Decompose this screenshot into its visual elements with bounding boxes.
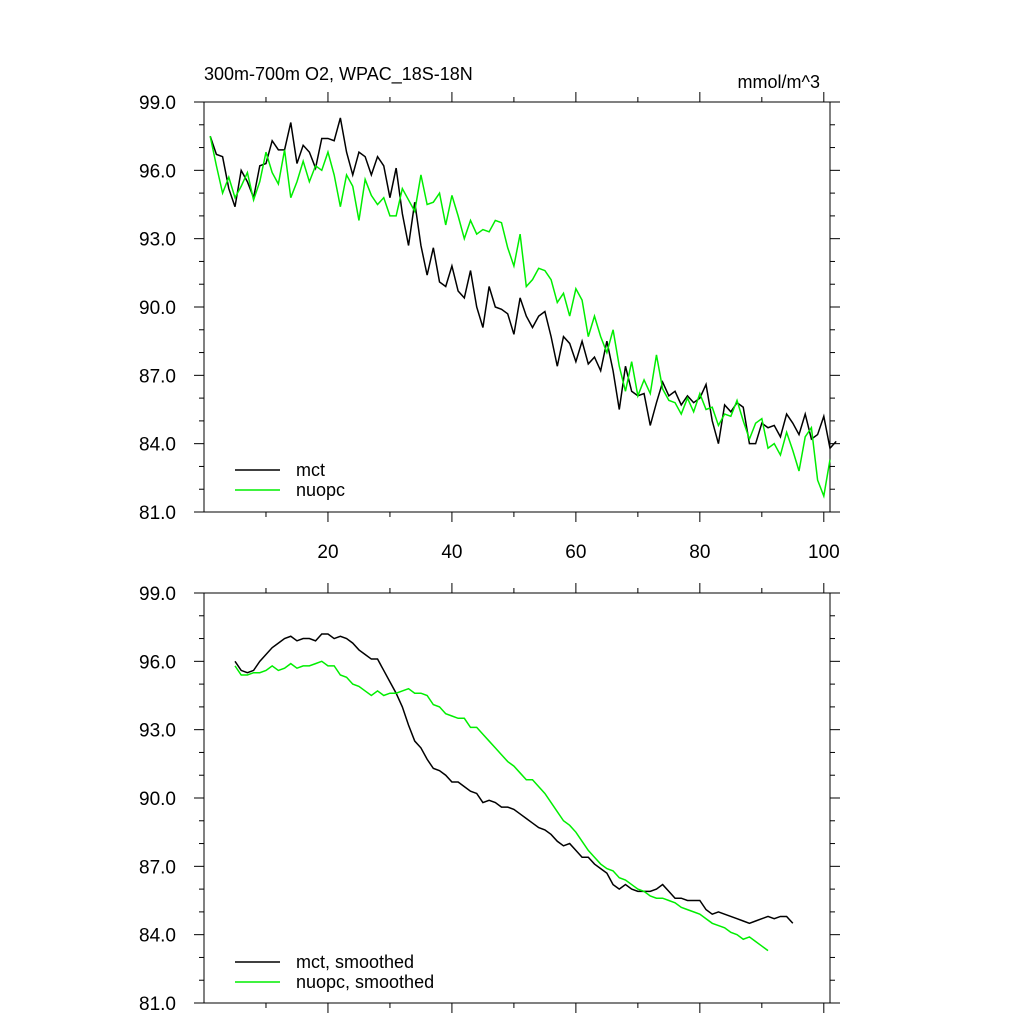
y-tick-label: 84.0	[139, 926, 176, 947]
y-tick-label: 87.0	[139, 366, 176, 387]
y-tick-label: 90.0	[139, 789, 176, 810]
y-tick-label: 84.0	[139, 435, 176, 456]
top-panel: 300m-700m O2, WPAC_18S-18N mmol/m^3 99.0…	[139, 64, 840, 563]
y-tick-label: 87.0	[139, 857, 176, 878]
bottom-axis-ticks	[194, 583, 840, 1013]
x-tick-label: 40	[441, 542, 462, 563]
bottom-y-tick-labels: 99.0 96.0 93.0 90.0 87.0 84.0 81.0	[139, 584, 176, 1015]
series-line-mct	[209, 117, 837, 450]
legend-label-nuopc: nuopc	[296, 480, 345, 500]
legend-label-mct-smoothed: mct, smoothed	[296, 952, 414, 972]
y-tick-label: 81.0	[139, 503, 176, 524]
legend-label-nuopc-smoothed: nuopc, smoothed	[296, 972, 434, 992]
series-line-nuopc	[209, 136, 831, 499]
top-chart-units: mmol/m^3	[738, 72, 820, 92]
y-tick-label: 93.0	[139, 721, 176, 742]
x-tick-label: 80	[689, 542, 710, 563]
x-tick-label: 60	[565, 542, 586, 563]
top-legend: mct nuopc	[235, 460, 345, 500]
top-axis-ticks	[194, 92, 840, 522]
x-tick-label: 20	[317, 542, 338, 563]
top-y-tick-labels: 99.0 96.0 93.0 90.0 87.0 84.0 81.0	[139, 93, 176, 524]
bottom-panel: 99.0 96.0 93.0 90.0 87.0 84.0 81.0 mct, …	[139, 583, 840, 1015]
legend-label-mct: mct	[296, 460, 325, 480]
y-tick-label: 96.0	[139, 652, 176, 673]
top-chart-title: 300m-700m O2, WPAC_18S-18N	[204, 64, 473, 85]
y-tick-label: 99.0	[139, 93, 176, 114]
top-x-tick-labels: 20 40 60 80 100	[317, 542, 839, 563]
series-line-mct-smoothed	[234, 633, 794, 925]
x-tick-label: 100	[808, 542, 840, 563]
series-line-nuopc-smoothed	[234, 660, 769, 952]
y-tick-label: 90.0	[139, 298, 176, 319]
y-tick-label: 96.0	[139, 161, 176, 182]
y-tick-label: 93.0	[139, 230, 176, 251]
y-tick-label: 99.0	[139, 584, 176, 605]
y-tick-label: 81.0	[139, 994, 176, 1015]
bottom-legend: mct, smoothed nuopc, smoothed	[235, 952, 434, 992]
